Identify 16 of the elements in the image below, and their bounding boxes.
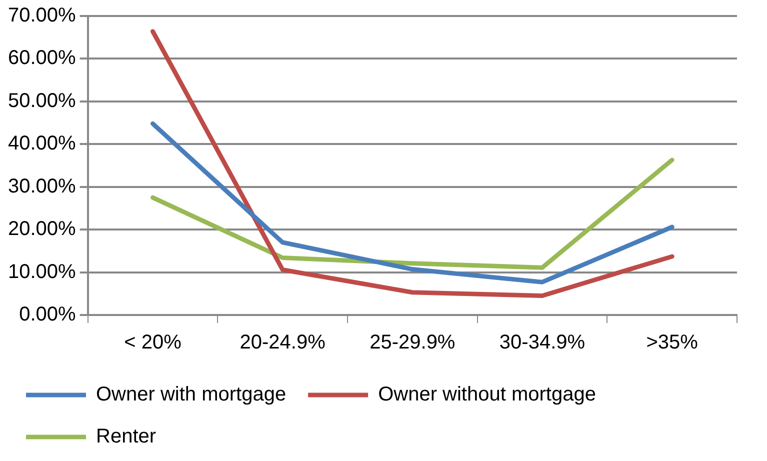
legend-label: Owner without mortgage [378, 384, 596, 406]
x-tick-label: 30-34.9% [499, 332, 586, 354]
x-tick-label: 20-24.9% [240, 332, 326, 354]
y-tick-label: 20.00% [8, 218, 76, 240]
y-tick-label: 60.00% [8, 47, 76, 70]
y-tick-label: 0.00% [19, 304, 76, 326]
x-tick-label: 25-29.9% [370, 332, 456, 354]
y-tick-label: 10.00% [8, 260, 76, 283]
x-tick-label: < 20% [124, 332, 182, 354]
y-tick-label: 50.00% [8, 90, 76, 112]
legend-label: Renter [96, 426, 156, 448]
y-tick-label: 40.00% [8, 132, 76, 155]
y-tick-label: 30.00% [8, 175, 76, 198]
x-tick-label: >35% [646, 332, 698, 354]
legend-label: Owner with mortgage [96, 384, 286, 406]
y-tick-label: 70.00% [8, 4, 76, 27]
